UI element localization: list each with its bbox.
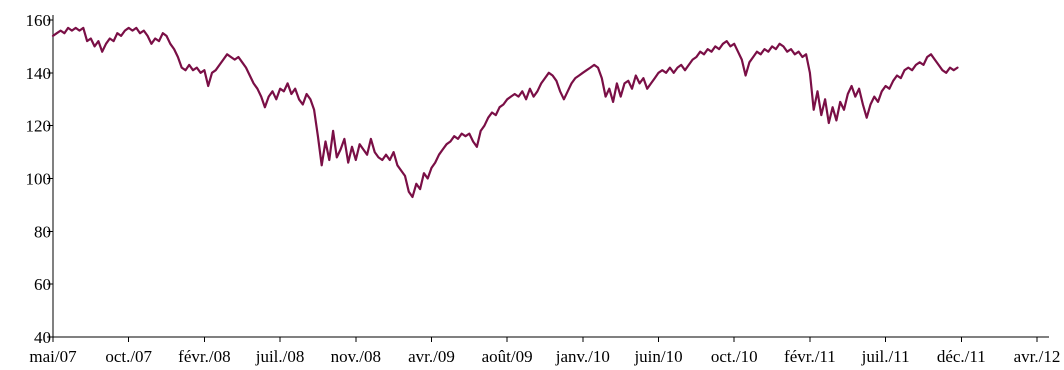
x-tick-label: nov./08 [331,347,381,366]
x-tick-label: avr./12 [1014,347,1061,366]
x-ticks: mai/07 oct./07 févr./08 juil./08 nov./08 avr.… [29,337,1060,366]
x-tick-label: juil./08 [255,347,305,366]
y-tick-label: 80 [34,222,51,241]
x-tick-label: juin/10 [633,347,682,366]
x-tick-label: oct./07 [105,347,152,366]
x-tick-label: juil./11 [861,347,910,366]
series [51,26,959,199]
y-ticks: 40 60 80 100 120 140 160 [26,11,53,347]
x-tick-label: févr./08 [178,347,230,366]
y-tick-label: 120 [26,117,52,136]
x-tick-label: oct./10 [711,347,758,366]
y-tick-label: 100 [26,170,52,189]
y-tick-label: 140 [26,64,52,83]
y-tick-label: 40 [34,328,51,347]
x-tick-label: janv./10 [555,347,610,366]
y-tick-label: 160 [26,11,52,30]
x-tick-label: mai/07 [29,347,77,366]
x-tick-label: déc./11 [937,347,986,366]
series-line [51,26,959,199]
x-tick-label: févr./11 [784,347,836,366]
x-tick-label: avr./09 [408,347,455,366]
y-tick-label: 60 [34,275,51,294]
axes [52,15,1049,338]
x-tick-label: août/09 [482,347,533,366]
